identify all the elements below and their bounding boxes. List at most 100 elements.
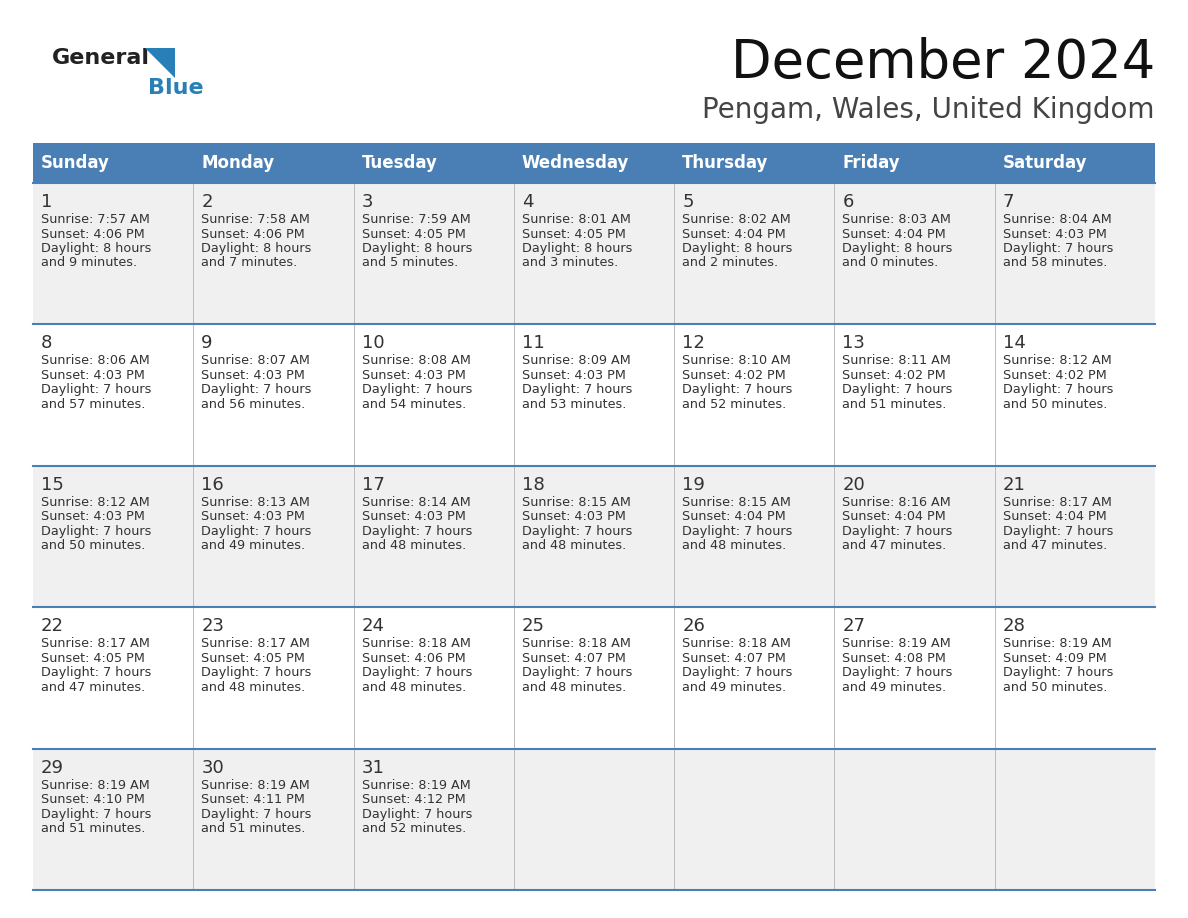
Text: Thursday: Thursday [682, 154, 769, 172]
Text: Sunrise: 8:18 AM: Sunrise: 8:18 AM [682, 637, 791, 650]
Text: and 50 minutes.: and 50 minutes. [1003, 681, 1107, 694]
Text: and 57 minutes.: and 57 minutes. [42, 397, 145, 411]
Text: Sunrise: 8:03 AM: Sunrise: 8:03 AM [842, 213, 952, 226]
Text: Daylight: 7 hours: Daylight: 7 hours [201, 666, 311, 679]
Text: and 48 minutes.: and 48 minutes. [361, 681, 466, 694]
Text: Sunset: 4:06 PM: Sunset: 4:06 PM [361, 652, 466, 665]
Text: 21: 21 [1003, 476, 1025, 494]
Text: Monday: Monday [201, 154, 274, 172]
Text: Sunrise: 8:14 AM: Sunrise: 8:14 AM [361, 496, 470, 509]
Text: Daylight: 7 hours: Daylight: 7 hours [842, 384, 953, 397]
Text: Sunrise: 8:10 AM: Sunrise: 8:10 AM [682, 354, 791, 367]
Text: and 9 minutes.: and 9 minutes. [42, 256, 137, 270]
Text: Daylight: 7 hours: Daylight: 7 hours [361, 666, 472, 679]
Text: Daylight: 7 hours: Daylight: 7 hours [522, 525, 632, 538]
Text: Sunrise: 8:01 AM: Sunrise: 8:01 AM [522, 213, 631, 226]
Text: Daylight: 7 hours: Daylight: 7 hours [361, 525, 472, 538]
Text: Sunrise: 7:58 AM: Sunrise: 7:58 AM [201, 213, 310, 226]
Text: Daylight: 7 hours: Daylight: 7 hours [42, 384, 151, 397]
Text: Daylight: 7 hours: Daylight: 7 hours [1003, 242, 1113, 255]
Text: Sunrise: 8:12 AM: Sunrise: 8:12 AM [42, 496, 150, 509]
Text: Sunset: 4:06 PM: Sunset: 4:06 PM [42, 228, 145, 241]
Text: Daylight: 8 hours: Daylight: 8 hours [842, 242, 953, 255]
Text: Sunset: 4:05 PM: Sunset: 4:05 PM [361, 228, 466, 241]
Polygon shape [145, 48, 175, 78]
Text: Daylight: 7 hours: Daylight: 7 hours [682, 384, 792, 397]
Text: Sunset: 4:03 PM: Sunset: 4:03 PM [42, 369, 145, 382]
Text: Sunrise: 8:17 AM: Sunrise: 8:17 AM [201, 637, 310, 650]
Text: and 49 minutes.: and 49 minutes. [682, 681, 786, 694]
Text: Daylight: 7 hours: Daylight: 7 hours [682, 525, 792, 538]
Text: Sunrise: 8:11 AM: Sunrise: 8:11 AM [842, 354, 952, 367]
Text: Sunrise: 8:07 AM: Sunrise: 8:07 AM [201, 354, 310, 367]
Text: 10: 10 [361, 334, 384, 353]
Text: Sunset: 4:04 PM: Sunset: 4:04 PM [682, 510, 786, 523]
Text: 26: 26 [682, 617, 704, 635]
Text: Sunrise: 8:02 AM: Sunrise: 8:02 AM [682, 213, 791, 226]
Text: Daylight: 8 hours: Daylight: 8 hours [42, 242, 151, 255]
Text: Sunset: 4:09 PM: Sunset: 4:09 PM [1003, 652, 1106, 665]
Text: and 3 minutes.: and 3 minutes. [522, 256, 618, 270]
Text: and 47 minutes.: and 47 minutes. [1003, 539, 1107, 553]
Bar [33, 607, 1155, 748]
Text: and 48 minutes.: and 48 minutes. [361, 539, 466, 553]
Text: Daylight: 7 hours: Daylight: 7 hours [201, 808, 311, 821]
Text: Sunset: 4:10 PM: Sunset: 4:10 PM [42, 793, 145, 806]
Text: Saturday: Saturday [1003, 154, 1087, 172]
Text: and 49 minutes.: and 49 minutes. [201, 539, 305, 553]
Text: Sunset: 4:08 PM: Sunset: 4:08 PM [842, 652, 947, 665]
Text: and 52 minutes.: and 52 minutes. [682, 397, 786, 411]
Text: Daylight: 7 hours: Daylight: 7 hours [42, 666, 151, 679]
Text: Sunrise: 8:19 AM: Sunrise: 8:19 AM [842, 637, 952, 650]
Text: Sunrise: 8:15 AM: Sunrise: 8:15 AM [522, 496, 631, 509]
Text: and 48 minutes.: and 48 minutes. [682, 539, 786, 553]
Text: Daylight: 7 hours: Daylight: 7 hours [361, 384, 472, 397]
Text: 20: 20 [842, 476, 865, 494]
Text: Sunset: 4:02 PM: Sunset: 4:02 PM [1003, 369, 1106, 382]
Text: Sunset: 4:04 PM: Sunset: 4:04 PM [842, 510, 946, 523]
Text: 12: 12 [682, 334, 704, 353]
Text: Sunset: 4:02 PM: Sunset: 4:02 PM [842, 369, 946, 382]
Text: Sunrise: 8:19 AM: Sunrise: 8:19 AM [42, 778, 150, 791]
Text: Sunrise: 8:19 AM: Sunrise: 8:19 AM [1003, 637, 1112, 650]
Text: and 48 minutes.: and 48 minutes. [522, 681, 626, 694]
Text: 29: 29 [42, 758, 64, 777]
Text: Daylight: 7 hours: Daylight: 7 hours [522, 384, 632, 397]
Text: and 54 minutes.: and 54 minutes. [361, 397, 466, 411]
Text: Daylight: 7 hours: Daylight: 7 hours [682, 666, 792, 679]
Text: 23: 23 [201, 617, 225, 635]
Text: Daylight: 8 hours: Daylight: 8 hours [682, 242, 792, 255]
Text: Sunset: 4:11 PM: Sunset: 4:11 PM [201, 793, 305, 806]
Text: 28: 28 [1003, 617, 1025, 635]
Text: Daylight: 7 hours: Daylight: 7 hours [42, 525, 151, 538]
Text: Daylight: 7 hours: Daylight: 7 hours [842, 666, 953, 679]
Text: and 51 minutes.: and 51 minutes. [842, 397, 947, 411]
Text: and 50 minutes.: and 50 minutes. [1003, 397, 1107, 411]
Bar [33, 465, 1155, 607]
Text: Sunrise: 8:19 AM: Sunrise: 8:19 AM [361, 778, 470, 791]
Text: and 7 minutes.: and 7 minutes. [201, 256, 297, 270]
Text: Blue: Blue [148, 78, 203, 98]
Text: 30: 30 [201, 758, 225, 777]
Text: and 50 minutes.: and 50 minutes. [42, 539, 145, 553]
Text: Sunrise: 8:09 AM: Sunrise: 8:09 AM [522, 354, 631, 367]
Text: Daylight: 7 hours: Daylight: 7 hours [42, 808, 151, 821]
Text: Sunrise: 7:57 AM: Sunrise: 7:57 AM [42, 213, 150, 226]
Text: 3: 3 [361, 193, 373, 211]
Text: Sunrise: 8:17 AM: Sunrise: 8:17 AM [1003, 496, 1112, 509]
Text: 2: 2 [201, 193, 213, 211]
Text: Daylight: 8 hours: Daylight: 8 hours [522, 242, 632, 255]
Text: Sunset: 4:03 PM: Sunset: 4:03 PM [201, 369, 305, 382]
Text: Sunset: 4:03 PM: Sunset: 4:03 PM [361, 369, 466, 382]
Text: Daylight: 8 hours: Daylight: 8 hours [201, 242, 311, 255]
Text: and 2 minutes.: and 2 minutes. [682, 256, 778, 270]
Text: 1: 1 [42, 193, 52, 211]
Text: and 5 minutes.: and 5 minutes. [361, 256, 457, 270]
Bar [33, 324, 1155, 465]
Text: Sunday: Sunday [42, 154, 109, 172]
Bar [33, 183, 1155, 324]
Text: Daylight: 7 hours: Daylight: 7 hours [1003, 666, 1113, 679]
Text: 19: 19 [682, 476, 704, 494]
Text: Daylight: 7 hours: Daylight: 7 hours [842, 525, 953, 538]
Text: and 56 minutes.: and 56 minutes. [201, 397, 305, 411]
